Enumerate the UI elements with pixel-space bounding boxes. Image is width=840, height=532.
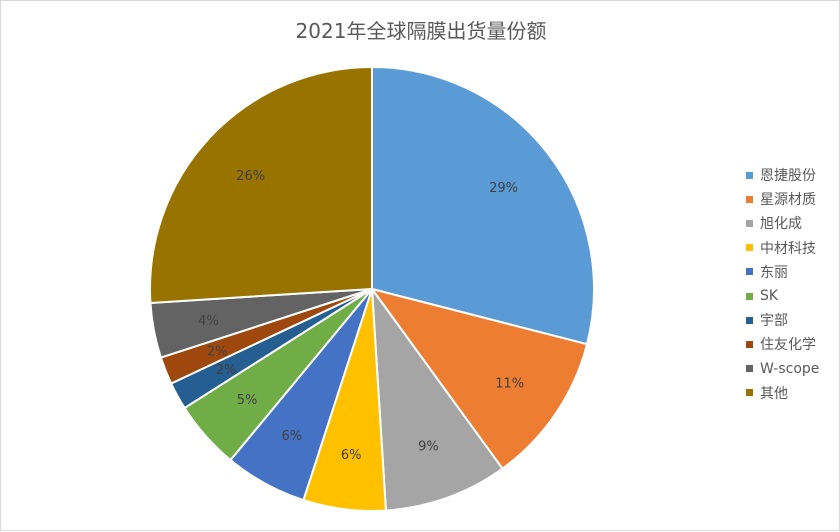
- legend-item: 住友化学: [746, 332, 819, 356]
- data-label: 6%: [341, 448, 362, 463]
- legend-label: 恩捷股份: [760, 168, 816, 185]
- legend-label: 其他: [760, 385, 788, 402]
- legend-swatch: [746, 244, 753, 252]
- legend-label: 旭化成: [760, 216, 802, 233]
- legend-item: 星源材质: [746, 187, 819, 211]
- legend-swatch: [746, 365, 753, 373]
- legend-label: 星源材质: [760, 192, 816, 209]
- pie-slice-1: [369, 287, 589, 470]
- data-label: 9%: [418, 440, 439, 455]
- legend-item: W-scope: [746, 357, 819, 381]
- legend-label: 中材科技: [760, 240, 816, 257]
- legend-item: 旭化成: [746, 211, 819, 235]
- legend-label: 住友化学: [760, 337, 816, 354]
- legend-item: SK: [746, 284, 819, 308]
- data-label: 2%: [216, 363, 237, 378]
- legend-swatch: [746, 316, 753, 324]
- data-label: 2%: [207, 344, 228, 359]
- legend-item: 恩捷股份: [746, 163, 819, 187]
- data-label: 29%: [489, 181, 518, 196]
- legend-swatch: [746, 340, 753, 348]
- legend-item: 其他: [746, 381, 819, 405]
- legend-item: 中材科技: [746, 236, 819, 260]
- data-label: 11%: [495, 377, 524, 392]
- pie-slice-9: [149, 65, 373, 304]
- legend-label: 宇部: [760, 313, 788, 330]
- data-label: 6%: [281, 429, 302, 444]
- legend-item: 东丽: [746, 260, 819, 284]
- legend-swatch: [746, 292, 753, 300]
- data-label: 26%: [236, 169, 265, 184]
- legend-swatch: [746, 268, 753, 276]
- data-label: 4%: [198, 314, 219, 329]
- pie-slice-0: [371, 65, 595, 346]
- chart-title: 2021年全球隔膜出货量份额: [295, 19, 547, 43]
- legend-swatch: [746, 389, 753, 397]
- legend-swatch: [746, 195, 753, 203]
- legend-item: 宇部: [746, 308, 819, 332]
- legend-label: W-scope: [760, 360, 820, 377]
- data-label: 5%: [237, 393, 258, 408]
- pie-slice-2: [370, 285, 504, 512]
- legend-swatch: [746, 171, 753, 179]
- legend-swatch: [746, 219, 753, 227]
- legend-label: 东丽: [760, 264, 788, 281]
- legend: 恩捷股份星源材质旭化成中材科技东丽 SK 宇部住友化学 W-scope 其他: [746, 163, 819, 405]
- legend-label: SK: [760, 288, 779, 305]
